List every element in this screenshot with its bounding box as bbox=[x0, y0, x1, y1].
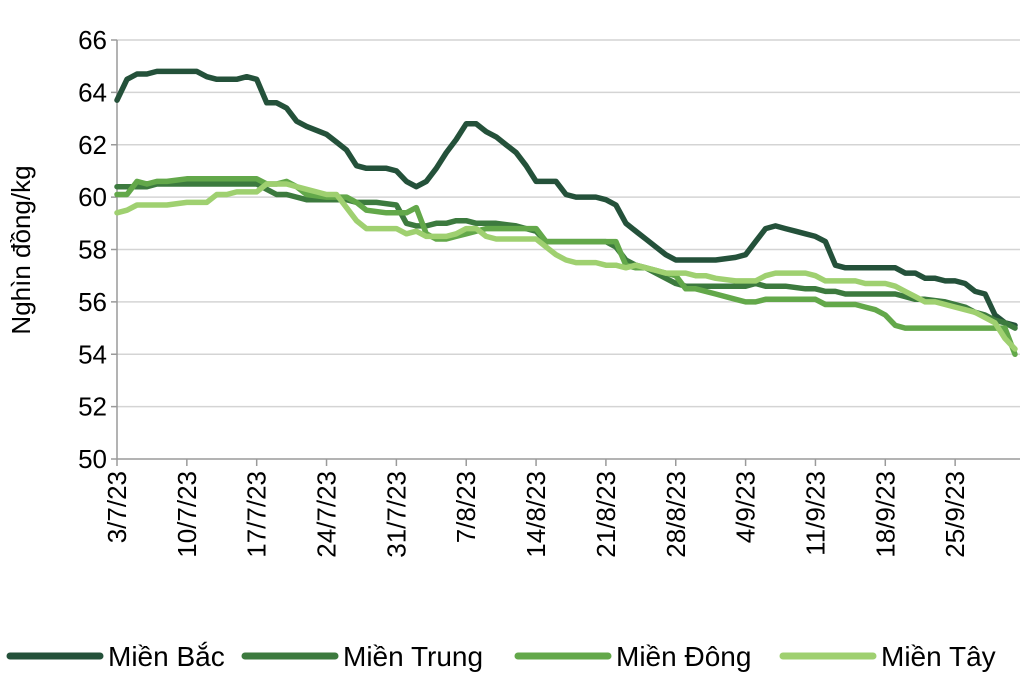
series-line-1 bbox=[114, 68, 1018, 329]
y-tick-label: 64 bbox=[78, 77, 107, 107]
y-tick-label: 56 bbox=[78, 287, 107, 317]
x-tick-labels: 3/7/23 10/7/23 17/7/23 24/7/23 31/7/23 7/8/23… bbox=[102, 459, 970, 558]
x-tick-label: 28/8/23 bbox=[661, 471, 691, 558]
x-tick-label: 4/9/23 bbox=[731, 471, 761, 543]
legend-label-2: Miền Trung bbox=[343, 641, 483, 672]
legend-label-3: Miền Đông bbox=[616, 641, 751, 672]
y-tick-label: 60 bbox=[78, 182, 107, 212]
x-tick-label: 11/9/23 bbox=[800, 471, 830, 556]
y-tick-label: 54 bbox=[78, 339, 107, 369]
legend-label-4: Miền Tây bbox=[881, 641, 996, 672]
y-tick-label: 50 bbox=[78, 444, 107, 474]
x-tick-label: 24/7/23 bbox=[312, 471, 342, 558]
x-axis: 3/7/23 10/7/23 17/7/23 24/7/23 31/7/23 7/8/23… bbox=[102, 458, 1020, 558]
x-tick-label: 18/9/23 bbox=[870, 471, 900, 558]
series-line-4 bbox=[114, 181, 1018, 352]
y-tick-labels: 50 52 54 56 58 60 62 64 66 bbox=[78, 25, 117, 474]
x-tick-label: 17/7/23 bbox=[242, 471, 272, 558]
y-tick-label: 52 bbox=[78, 392, 107, 422]
series-lines bbox=[114, 68, 1018, 358]
y-tick-label: 62 bbox=[78, 130, 107, 160]
x-tick-label: 14/8/23 bbox=[521, 471, 551, 558]
x-tick-label: 3/7/23 bbox=[102, 471, 132, 543]
x-tick-label: 31/7/23 bbox=[381, 471, 411, 558]
x-tick-label: 25/9/23 bbox=[940, 471, 970, 558]
y-tick-label: 66 bbox=[78, 25, 107, 55]
series-line-2 bbox=[114, 181, 1018, 331]
legend: Miền Bắc Miền Trung Miền Đông Miền Tây bbox=[6, 641, 996, 672]
x-tick-label: 10/7/23 bbox=[172, 471, 202, 558]
y-axis-title: Nghìn đồng/kg bbox=[6, 165, 36, 334]
horizontal-gridlines bbox=[117, 39, 1020, 408]
legend-label-1: Miền Bắc bbox=[108, 641, 225, 672]
x-tick-label: 7/8/23 bbox=[451, 471, 481, 543]
y-axis: 50 52 54 56 58 60 62 64 66 bbox=[78, 25, 118, 474]
y-tick-label: 58 bbox=[78, 235, 107, 265]
x-tick-label: 21/8/23 bbox=[591, 471, 621, 558]
